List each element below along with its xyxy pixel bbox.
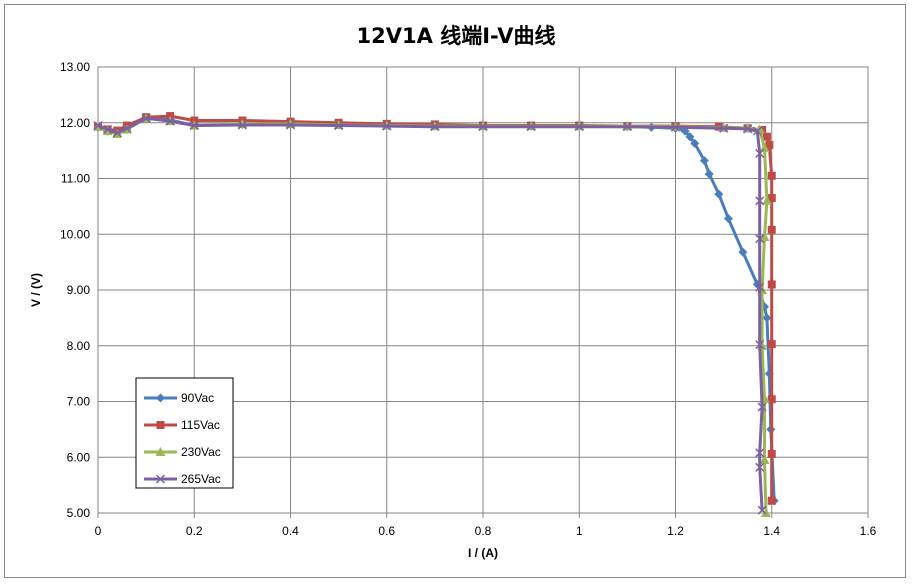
data-point (103, 124, 113, 134)
legend-marker (155, 474, 166, 484)
data-point (767, 449, 776, 458)
legend-label: 230Vac (181, 445, 221, 459)
data-point (122, 123, 132, 133)
data-point (714, 189, 724, 199)
x-tick-label: 0 (95, 524, 102, 538)
y-tick-label: 5.00 (67, 506, 91, 520)
legend-marker (156, 421, 165, 429)
x-axis-ticks: 0 0.2 0.4 0.6 0.8 1 1.2 1.4 1.6 (95, 524, 877, 538)
data-point (760, 508, 771, 517)
y-tick-label: 12.00 (60, 116, 90, 130)
data-point (723, 214, 733, 224)
data-point (762, 132, 771, 141)
legend-item: 90Vac (144, 391, 214, 405)
data-point (767, 225, 776, 234)
legend-item: 115Vac (144, 418, 220, 432)
data-point (755, 282, 765, 292)
legend-items: 90Vac 115Vac 230Vac 265Vac (144, 391, 221, 486)
data-point (719, 123, 729, 133)
data-point (755, 234, 765, 244)
data-point (237, 120, 247, 130)
data-point (755, 148, 765, 158)
data-point (759, 455, 770, 465)
legend-label: 90Vac (181, 391, 214, 405)
data-point (767, 171, 776, 180)
x-tick-label: 1.6 (860, 524, 877, 538)
legend-label: 115Vac (181, 418, 220, 432)
data-point (574, 122, 584, 132)
legend-item: 265Vac (144, 472, 221, 486)
data-point (762, 313, 772, 323)
data-point (190, 116, 199, 125)
y-tick-label: 9.00 (67, 283, 91, 297)
data-point (165, 116, 175, 126)
line-chart: 12V1A 线端I-V曲线 0 0.2 0.4 0.6 0.8 1 1.2 1.4 1.6 5.… (29, 24, 877, 560)
chart-frame: 12V1A 线端I-V曲线 0 0.2 0.4 0.6 0.8 1 1.2 1.4 1.6 5.… (4, 4, 906, 578)
legend-box (135, 377, 234, 489)
data-point (767, 340, 776, 349)
y-tick-label: 10.00 (60, 227, 90, 241)
data-point (526, 122, 536, 132)
data-point (755, 340, 765, 350)
data-point (752, 126, 762, 136)
x-tick-label: 1.4 (763, 524, 780, 538)
data-point (738, 247, 748, 257)
x-tick-label: 0.2 (186, 524, 203, 538)
legend-marker (156, 393, 165, 403)
plot-area (97, 66, 869, 514)
x-tick-label: 0.4 (282, 524, 299, 538)
data-point (112, 128, 122, 138)
data-point (622, 122, 632, 132)
x-tick-label: 0.6 (378, 524, 395, 538)
y-tick-label: 13.00 (60, 60, 90, 74)
y-tick-label: 7.00 (67, 395, 91, 409)
data-point (767, 496, 776, 505)
chart-title: 12V1A 线端I-V曲线 (357, 24, 556, 48)
data-point (478, 122, 488, 132)
y-tick-label: 8.00 (67, 339, 91, 353)
data-point (755, 196, 765, 206)
data-point (670, 122, 681, 132)
data-point (765, 141, 774, 150)
data-point (285, 120, 296, 130)
legend-marker (155, 447, 166, 456)
data-point (767, 280, 776, 289)
y-axis-title: V / (V) (29, 273, 43, 307)
data-point (757, 402, 767, 412)
series-group (93, 112, 779, 517)
legend-label: 265Vac (181, 472, 221, 486)
legend: 90Vac 115Vac 230Vac 265Vac (135, 377, 234, 489)
data-point (755, 448, 765, 458)
y-tick-label: 11.00 (61, 172, 90, 186)
x-tick-label: 0.8 (475, 524, 492, 538)
data-point (761, 195, 772, 205)
data-point (767, 395, 776, 404)
data-point (166, 112, 175, 121)
data-point (189, 121, 199, 131)
data-point (685, 132, 695, 142)
y-tick-label: 6.00 (67, 450, 91, 464)
data-point (743, 124, 753, 134)
data-point (334, 121, 344, 131)
data-point (759, 142, 770, 152)
data-point (141, 113, 151, 123)
x-tick-label: 1 (576, 524, 583, 538)
legend-item: 230Vac (144, 445, 221, 459)
y-axis-ticks: 5.00 6.00 7.00 8.00 9.00 10.00 11.00 12.00 13.00 (60, 60, 90, 520)
x-axis-title: I / (A) (468, 546, 498, 560)
data-point (757, 505, 767, 515)
data-point (93, 121, 103, 131)
x-tick-label: 1.2 (667, 524, 684, 538)
data-point (759, 232, 770, 242)
series-265Vac (93, 113, 767, 515)
data-point (690, 138, 700, 148)
data-point (382, 121, 392, 131)
data-point (430, 122, 440, 132)
data-point (755, 462, 765, 472)
data-point (699, 156, 709, 166)
data-point (704, 169, 714, 179)
data-point (767, 194, 776, 203)
